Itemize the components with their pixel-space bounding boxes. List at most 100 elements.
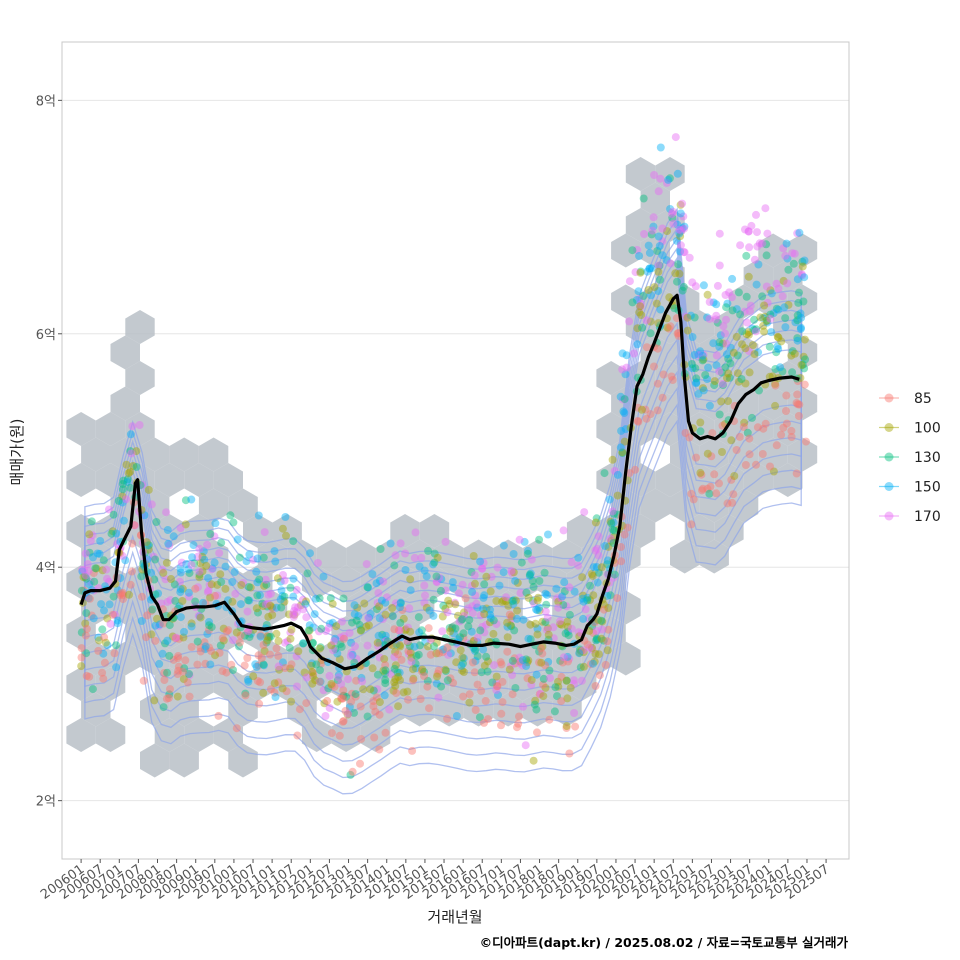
scatter-point xyxy=(622,351,631,360)
scatter-point xyxy=(242,557,251,566)
scatter-point xyxy=(405,649,413,658)
scatter-point xyxy=(479,559,488,567)
hexbin-cell xyxy=(390,514,420,548)
scatter-point xyxy=(86,536,95,545)
scatter-point xyxy=(187,643,196,651)
scatter-point xyxy=(459,633,468,642)
scatter-point xyxy=(741,344,750,353)
scatter-point xyxy=(143,541,152,550)
scatter-point xyxy=(722,350,731,359)
scatter-point xyxy=(478,564,487,573)
scatter-point xyxy=(701,371,710,379)
scatter-point xyxy=(373,638,382,647)
scatter-point xyxy=(270,679,279,688)
scatter-point xyxy=(782,419,791,428)
scatter-point xyxy=(557,672,566,681)
scatter-point xyxy=(219,624,228,633)
scatter-point xyxy=(631,465,640,474)
scatter-point xyxy=(636,303,645,311)
scatter-point xyxy=(185,569,194,578)
hexbin-cell xyxy=(684,463,715,497)
scatter-point xyxy=(155,659,164,668)
scatter-point xyxy=(676,241,685,250)
scatter-point xyxy=(459,654,468,663)
scatter-point xyxy=(705,401,714,410)
scatter-point xyxy=(473,652,482,661)
scatter-point xyxy=(562,676,571,685)
hexbin-cell xyxy=(787,284,818,319)
scatter-point xyxy=(364,614,373,622)
scatter-point xyxy=(579,597,588,606)
scatter-point xyxy=(506,621,515,630)
scatter-point xyxy=(337,680,346,688)
scatter-point xyxy=(327,729,336,738)
scatter-point xyxy=(166,596,175,605)
scatter-point xyxy=(337,694,346,703)
scatter-point xyxy=(728,274,737,283)
scatter-point xyxy=(423,642,432,651)
scatter-point xyxy=(646,317,655,326)
scatter-point xyxy=(268,603,277,612)
scatter-point xyxy=(645,264,654,273)
scatter-point xyxy=(705,489,714,498)
scatter-point xyxy=(588,645,597,654)
scatter-point xyxy=(618,395,627,404)
scatter-point xyxy=(591,682,600,690)
scatter-point xyxy=(677,226,686,235)
scatter-point xyxy=(556,617,564,626)
scatter-point xyxy=(399,688,408,697)
scatter-point xyxy=(95,636,104,645)
scatter-point xyxy=(301,600,310,609)
scatter-point xyxy=(688,278,697,287)
scatter-point xyxy=(645,248,654,257)
scatter-point xyxy=(319,686,328,695)
scatter-point xyxy=(586,596,594,604)
scatter-point xyxy=(278,524,287,533)
scatter-point xyxy=(509,550,518,558)
scatter-point xyxy=(798,360,807,369)
scatter-point xyxy=(175,634,183,643)
scatter-point xyxy=(368,570,377,579)
scatter-point xyxy=(229,518,238,527)
scatter-point xyxy=(752,460,760,469)
scatter-point xyxy=(688,333,697,341)
scatter-point xyxy=(266,589,275,598)
scatter-point xyxy=(388,604,397,612)
scatter-point xyxy=(407,653,416,662)
scatter-point xyxy=(471,645,480,654)
scatter-point xyxy=(396,599,405,608)
scatter-point xyxy=(708,429,717,438)
scatter-point xyxy=(759,321,768,330)
scatter-point xyxy=(539,674,548,683)
scatter-point xyxy=(778,367,787,376)
scatter-point xyxy=(559,526,568,535)
hexbin-cell xyxy=(611,284,641,319)
scatter-point xyxy=(629,349,638,358)
scatter-point xyxy=(664,175,673,184)
scatter-point xyxy=(587,570,596,578)
hexbin-cell xyxy=(714,310,744,344)
legend-label: 150 xyxy=(914,480,941,496)
scatter-point xyxy=(286,664,295,673)
scatter-point xyxy=(159,703,168,712)
scatter-point xyxy=(81,571,90,580)
scatter-point xyxy=(662,256,671,265)
scatter-point xyxy=(88,685,97,694)
scatter-point xyxy=(244,677,253,686)
scatter-point xyxy=(750,255,759,264)
hexbin-cell xyxy=(243,667,273,701)
scatter-point xyxy=(118,498,127,507)
scatter-point xyxy=(187,622,196,631)
scatter-point xyxy=(745,347,753,356)
scatter-point xyxy=(477,668,486,677)
scatter-point xyxy=(699,281,708,290)
scatter-point xyxy=(222,627,231,636)
scatter-point xyxy=(315,677,324,686)
hexbin-cell xyxy=(655,157,685,191)
scatter-point xyxy=(378,615,387,623)
scatter-point xyxy=(374,631,383,640)
scatter-point xyxy=(515,535,524,544)
scatter-point xyxy=(654,187,663,196)
scatter-point xyxy=(422,572,431,581)
scatter-point xyxy=(222,668,231,677)
